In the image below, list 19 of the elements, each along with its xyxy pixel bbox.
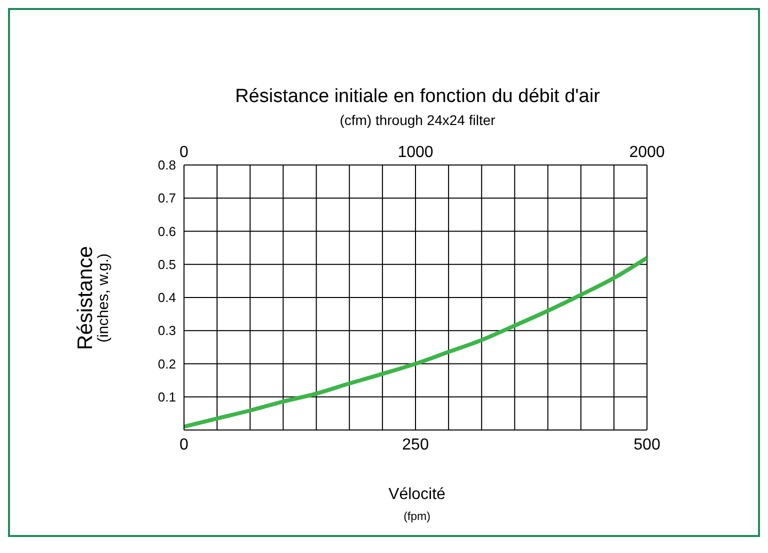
y-tick-label: 0.2 <box>158 356 176 372</box>
y-tick-label: 0.1 <box>158 389 176 404</box>
y-tick-label: 0.6 <box>158 224 176 239</box>
x-tick-label: 500 <box>634 436 660 454</box>
y-tick-label: 0.3 <box>158 323 176 338</box>
line-series <box>184 256 647 429</box>
x-axis-title: Vélocité (fpm) <box>388 485 446 525</box>
y-tick-label: 0.7 <box>158 190 176 206</box>
y-axis-title: Résistance (inches, w.g.) <box>74 245 113 352</box>
x2-tick-label: 0 <box>180 144 189 161</box>
y-tick-label: 0.5 <box>158 256 176 272</box>
x2-tick-label: 1000 <box>398 144 434 161</box>
x-tick-label: 0 <box>180 436 189 454</box>
y-tick-label: 0.4 <box>158 290 176 306</box>
y-tick-label: 0.8 <box>158 158 176 173</box>
x2-tick-label: 2000 <box>629 144 665 161</box>
chart-title: Résistance initiale en fonction du débit d'air <box>234 86 601 108</box>
x-tick-label: 250 <box>402 436 429 454</box>
chart-subtitle: (cfm) through 24x24 filter <box>338 112 496 128</box>
